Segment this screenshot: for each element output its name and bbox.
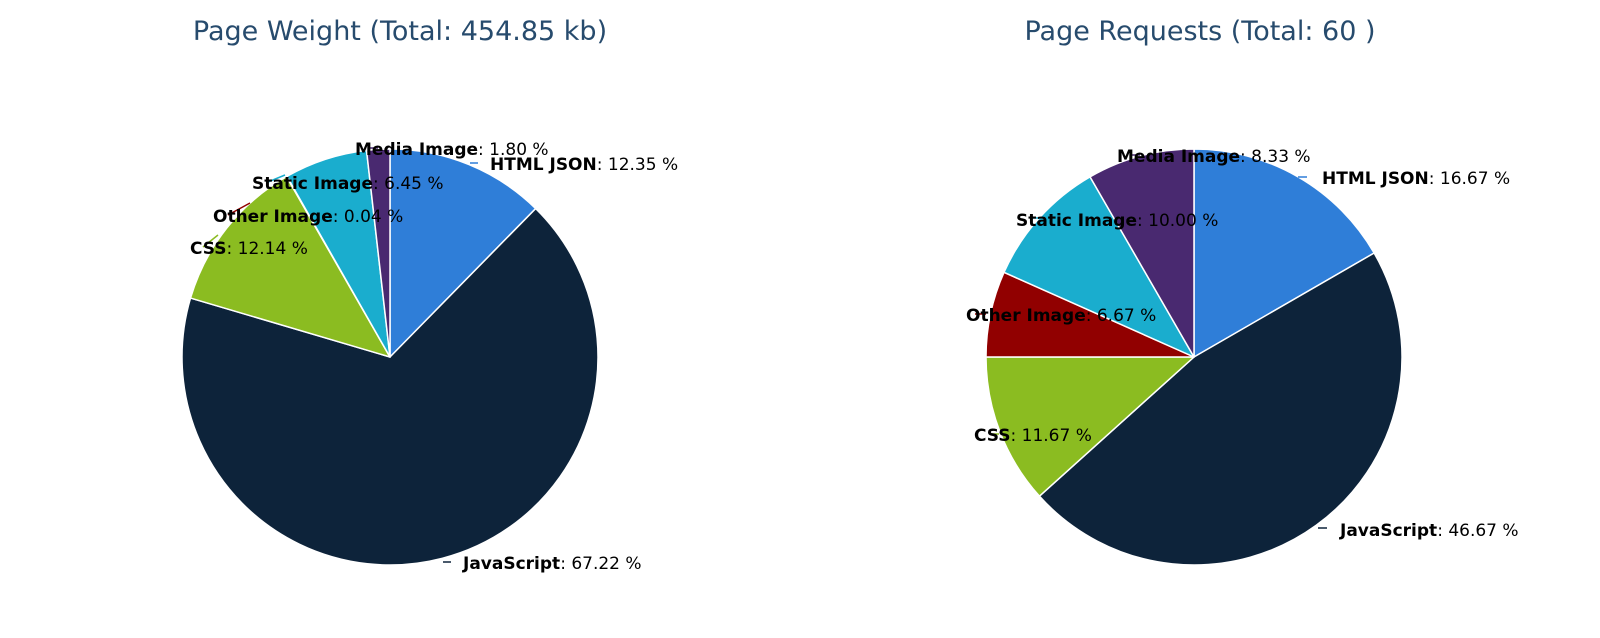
- page-requests-chart: Page Requests (Total: 60 ) HTML JSON: 16…: [800, 0, 1600, 638]
- page-requests-pie: HTML JSON: 16.67 % JavaScript: 46.67 % CSS…: [966, 147, 1519, 566]
- page-weight-pie: HTML JSON: 12.35 % JavaScript: 67.22 % CSS…: [181, 140, 678, 574]
- data-label: Other Image: 6.67 %: [966, 306, 1156, 326]
- data-label: Media Image: 1.80 %: [355, 140, 549, 160]
- pie-slice-javascript[interactable]: [1038, 252, 1403, 566]
- pie-slice-css[interactable]: [985, 356, 1195, 497]
- data-label: CSS: 12.14 %: [190, 239, 308, 259]
- data-label: Static Image: 10.00 %: [1016, 211, 1218, 231]
- pie-slice-css[interactable]: [189, 175, 391, 358]
- connector-line: [202, 234, 219, 248]
- data-label: Static Image: 6.45 %: [252, 174, 444, 194]
- data-label: JavaScript: 46.67 %: [1339, 521, 1519, 541]
- pie-slice-media-image[interactable]: [1089, 148, 1195, 358]
- chart-title: Page Weight (Total: 454.85 kb): [192, 16, 608, 47]
- chart-title: Page Requests (Total: 60 ): [1024, 16, 1376, 47]
- data-label: JavaScript: 67.22 %: [462, 554, 642, 574]
- data-label: Media Image: 8.33 %: [1117, 147, 1311, 167]
- pie-slice-html-json[interactable]: [1193, 148, 1375, 358]
- pie-slice-html-json[interactable]: [389, 148, 537, 358]
- page-weight-chart: Page Weight (Total: 454.85 kb) HTML JSON…: [181, 16, 678, 574]
- pie-slice-media-image[interactable]: [365, 148, 391, 358]
- data-label: CSS: 11.67 %: [974, 426, 1092, 446]
- data-label: HTML JSON: 16.67 %: [1322, 169, 1510, 189]
- connector-line: [227, 202, 251, 216]
- connector-line: [267, 174, 286, 183]
- pie-slice-javascript[interactable]: [181, 207, 599, 566]
- data-label: Other Image: 0.04 %: [213, 207, 403, 227]
- data-label: HTML JSON: 12.35 %: [490, 155, 678, 175]
